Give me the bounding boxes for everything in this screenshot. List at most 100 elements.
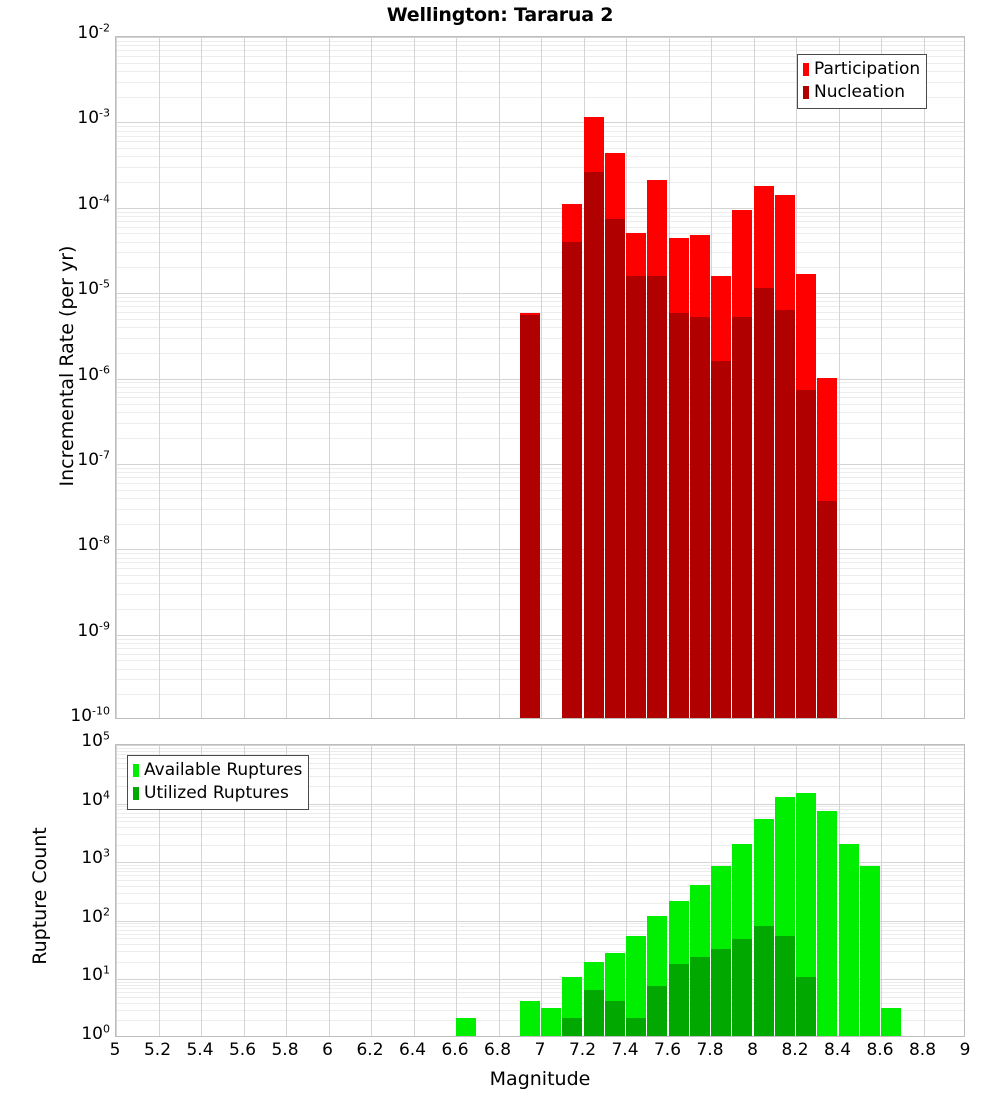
gridline-minor bbox=[116, 938, 964, 940]
y-axis-ticks-bottom: 105 104 103 102 101 100 bbox=[0, 700, 110, 1060]
gridline-minor bbox=[116, 55, 964, 57]
gridline-minor bbox=[116, 156, 964, 158]
gridline-minor bbox=[116, 62, 964, 64]
gridline-minor bbox=[116, 301, 964, 303]
bar-group bbox=[881, 745, 902, 1036]
gridline-vertical bbox=[626, 745, 627, 1036]
y-axis-ticks-top: 10-2 10-3 10-4 10-5 10-6 10-7 10-8 10-9 10-10 bbox=[0, 0, 110, 760]
gridline-minor bbox=[116, 593, 964, 595]
y-axis-tick-label: 10-7 bbox=[77, 448, 110, 470]
gridline-vertical bbox=[286, 37, 287, 718]
x-axis-tick-label: 7.6 bbox=[653, 1040, 682, 1060]
bar-segment-inner bbox=[626, 1018, 647, 1036]
gridline-minor bbox=[116, 1002, 964, 1004]
gridline-minor bbox=[116, 864, 964, 866]
bar-group bbox=[711, 745, 732, 1036]
y-axis-tick-label: 10-10 bbox=[70, 704, 110, 726]
gridline-minor bbox=[116, 574, 964, 576]
gridline-minor bbox=[116, 423, 964, 425]
gridline-minor bbox=[116, 809, 964, 811]
y-axis-tick-label: 101 bbox=[81, 963, 110, 986]
legend-incremental-rate: Participation Nucleation bbox=[797, 54, 928, 109]
legend-item-utilized-ruptures[interactable]: Utilized Ruptures bbox=[133, 782, 302, 805]
gridline-minor bbox=[116, 312, 964, 314]
gridline-minor bbox=[116, 482, 964, 484]
legend-label: Participation bbox=[814, 59, 921, 79]
x-axis-tick-label: 6.8 bbox=[483, 1040, 512, 1060]
bar-segment-outer bbox=[626, 936, 647, 1036]
gridline-vertical bbox=[158, 37, 160, 718]
gridline-minor bbox=[116, 318, 964, 320]
gridline-minor bbox=[116, 523, 964, 525]
gridline-minor bbox=[116, 568, 964, 570]
bar-group bbox=[732, 745, 753, 1036]
bar-segment-inner bbox=[583, 171, 604, 718]
x-axis-tick-label: 8.8 bbox=[908, 1040, 937, 1060]
gridline-minor bbox=[116, 386, 964, 388]
bar-segment-inner bbox=[519, 315, 540, 718]
bar-group bbox=[838, 745, 859, 1036]
bar-segment-outer bbox=[541, 1008, 562, 1036]
gridline-minor bbox=[116, 647, 964, 649]
gridline-vertical bbox=[328, 37, 330, 718]
legend-label: Utilized Ruptures bbox=[144, 783, 289, 803]
gridline-minor bbox=[116, 70, 964, 72]
bar-segment-inner bbox=[796, 389, 817, 718]
gridline-minor bbox=[116, 754, 964, 756]
bar-segment-inner bbox=[562, 1018, 583, 1036]
bar-segment-inner bbox=[732, 316, 753, 718]
gridline-vertical bbox=[838, 37, 840, 718]
gridline-minor bbox=[116, 141, 964, 143]
y-axis-tick-label: 10-9 bbox=[77, 618, 110, 641]
gridline-minor bbox=[116, 812, 964, 814]
gridline-vertical bbox=[498, 745, 500, 1036]
legend-rupture-count: Available Ruptures Utilized Ruptures bbox=[127, 755, 310, 810]
gridline-minor bbox=[116, 785, 964, 787]
bar-group bbox=[774, 745, 795, 1036]
bar-segment-inner bbox=[604, 218, 625, 718]
x-axis-tick-label: 8.2 bbox=[781, 1040, 809, 1060]
x-axis-tick-label: 5.8 bbox=[271, 1040, 299, 1060]
y-axis-tick-label: 104 bbox=[81, 787, 110, 810]
bar-segment-inner bbox=[774, 936, 795, 1036]
legend-item-nucleation[interactable]: Nucleation bbox=[803, 81, 920, 104]
x-axis-tick-label: 7.4 bbox=[611, 1040, 639, 1060]
bar-group bbox=[583, 37, 604, 718]
gridline-vertical bbox=[243, 745, 245, 1036]
gridline-minor bbox=[116, 391, 964, 393]
gridline bbox=[116, 207, 964, 209]
legend-item-available-ruptures[interactable]: Available Ruptures bbox=[133, 759, 302, 782]
gridline-minor bbox=[116, 758, 964, 759]
gridline-vertical bbox=[371, 745, 372, 1036]
bar-segment-inner bbox=[689, 957, 710, 1036]
gridline-minor bbox=[116, 220, 964, 222]
y-axis-tick-label: 10-2 bbox=[77, 21, 110, 43]
gridline-minor bbox=[116, 871, 964, 873]
gridline-vertical bbox=[116, 745, 117, 1036]
bar-group bbox=[753, 37, 774, 718]
gridline-minor bbox=[116, 679, 964, 681]
bar-segment-inner bbox=[817, 500, 838, 718]
nucleation-swatch-icon bbox=[803, 86, 809, 99]
gridline-minor bbox=[116, 583, 964, 585]
gridline-minor bbox=[116, 642, 964, 644]
bar-segment-inner bbox=[796, 977, 817, 1036]
gridline-minor bbox=[116, 472, 964, 474]
x-axis-tick-label: 6.6 bbox=[441, 1040, 469, 1060]
gridline-minor bbox=[116, 933, 964, 935]
gridline-minor bbox=[116, 438, 964, 440]
gridline bbox=[116, 293, 964, 295]
x-axis-tick-label: 7.2 bbox=[568, 1040, 597, 1060]
bar-group bbox=[519, 37, 540, 718]
gridline-minor bbox=[116, 750, 964, 752]
gridline-vertical bbox=[371, 37, 372, 718]
incremental-rate-plot bbox=[115, 36, 965, 719]
legend-item-participation[interactable]: Participation bbox=[803, 58, 920, 81]
y-axis-tick-label: 10-6 bbox=[77, 362, 110, 385]
gridline-minor bbox=[116, 327, 964, 329]
gridline-minor bbox=[116, 875, 964, 877]
gridline-minor bbox=[116, 182, 964, 184]
gridline-vertical bbox=[456, 37, 457, 718]
bar-segment-inner bbox=[626, 276, 647, 718]
